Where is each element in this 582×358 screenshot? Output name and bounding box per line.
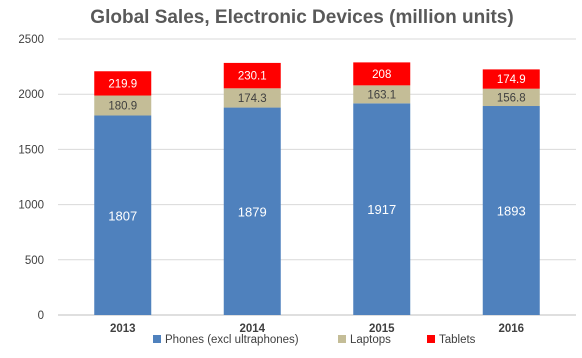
tablets-data-label: 230.1 bbox=[238, 71, 267, 83]
legend-swatch bbox=[153, 335, 161, 343]
phones-data-label: 1893 bbox=[497, 204, 526, 219]
phones-bar-segment bbox=[353, 103, 411, 316]
tablets-data-label: 208 bbox=[372, 69, 391, 81]
x-tick-label: 2013 bbox=[110, 323, 136, 335]
y-tick-label: 0 bbox=[38, 310, 44, 322]
legend-label: Laptops bbox=[350, 334, 391, 346]
y-tick-label: 1000 bbox=[18, 200, 44, 212]
phones-bar-segment bbox=[223, 107, 281, 315]
laptops-bar-segment bbox=[223, 88, 281, 108]
y-axis: 0 500 1000 1500 2000 2500 bbox=[18, 34, 44, 322]
laptops-bar-segment bbox=[353, 85, 411, 104]
laptops-bar-segment bbox=[482, 88, 540, 107]
tablets-bar-segment bbox=[482, 69, 540, 89]
y-tick-label: 500 bbox=[25, 255, 44, 267]
tablets-bar-segment bbox=[223, 62, 281, 89]
legend-swatch bbox=[427, 335, 435, 343]
x-axis: 2013 2014 2015 2016 bbox=[110, 323, 524, 335]
phones-data-label: 1807 bbox=[108, 208, 137, 223]
laptops-data-label: 156.8 bbox=[497, 92, 526, 104]
laptops-data-label: 180.9 bbox=[108, 101, 137, 113]
chart-title: Global Sales, Electronic Devices (millio… bbox=[90, 7, 513, 28]
phones-data-label: 1917 bbox=[367, 202, 396, 217]
phones-bar-segment bbox=[94, 115, 152, 315]
laptops-bar-segment bbox=[94, 95, 152, 116]
legend-tablets: Tablets bbox=[427, 334, 476, 346]
laptops-data-label: 174.3 bbox=[238, 93, 267, 105]
legend-label: Tablets bbox=[439, 334, 476, 346]
x-tick-label: 2016 bbox=[498, 323, 524, 335]
tablets-bar-segment bbox=[94, 71, 152, 96]
x-tick-label: 2015 bbox=[369, 323, 395, 335]
laptops-data-label: 163.1 bbox=[367, 89, 396, 101]
legend-phones: Phones (excl ultraphones) bbox=[153, 334, 299, 346]
tablets-data-label: 219.9 bbox=[108, 78, 137, 90]
legend: Phones (excl ultraphones) Laptops Tablets bbox=[153, 334, 476, 346]
bars: 1807 180.9 219.9 1879 174.3 230.1 1917 163.1 208… bbox=[94, 62, 540, 316]
x-tick-label: 2014 bbox=[239, 323, 265, 335]
phones-data-label: 1879 bbox=[238, 204, 267, 219]
legend-swatch bbox=[338, 335, 346, 343]
phones-bar-segment bbox=[482, 106, 540, 315]
tablets-data-label: 174.9 bbox=[497, 74, 526, 86]
y-tick-label: 2000 bbox=[18, 89, 44, 101]
y-tick-label: 2500 bbox=[18, 34, 44, 46]
y-tick-label: 1500 bbox=[18, 144, 44, 156]
legend-label: Phones (excl ultraphones) bbox=[165, 334, 299, 346]
legend-laptops: Laptops bbox=[338, 334, 391, 346]
tablets-bar-segment bbox=[353, 62, 411, 86]
